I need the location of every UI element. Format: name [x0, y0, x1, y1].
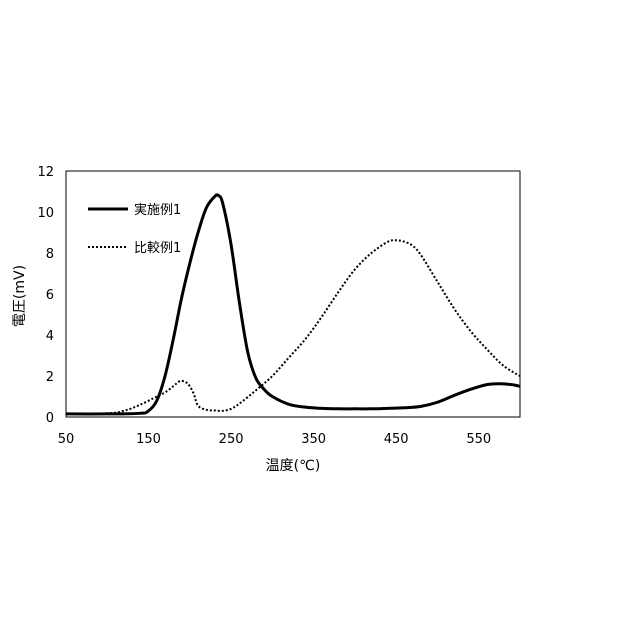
x-tick-label: 50	[58, 432, 75, 447]
y-tick-label: 10	[37, 206, 54, 221]
y-axis-title: 電圧(mV)	[12, 265, 28, 327]
y-tick-label: 4	[46, 329, 54, 344]
y-tick-label: 12	[37, 165, 54, 180]
x-tick-label: 350	[301, 432, 326, 447]
y-axis-ticks: 0 2 4 6 8 10 12	[37, 165, 54, 426]
series-layer	[66, 195, 520, 414]
x-tick-label: 150	[136, 432, 161, 447]
y-tick-label: 0	[46, 411, 54, 426]
x-axis-title: 温度(℃)	[266, 458, 321, 474]
y-tick-label: 8	[46, 247, 54, 262]
legend-label-series-1: 実施例1	[134, 202, 181, 218]
y-tick-label: 6	[46, 288, 54, 303]
legend: 実施例1 比較例1	[88, 202, 181, 256]
series-line-2	[66, 240, 520, 414]
x-axis-ticks: 50 150 250 350 450 550	[58, 432, 491, 447]
x-tick-label: 550	[466, 432, 491, 447]
legend-label-series-2: 比較例1	[134, 241, 181, 256]
x-tick-label: 250	[219, 432, 244, 447]
x-tick-label: 450	[384, 432, 409, 447]
y-tick-label: 2	[46, 370, 54, 385]
